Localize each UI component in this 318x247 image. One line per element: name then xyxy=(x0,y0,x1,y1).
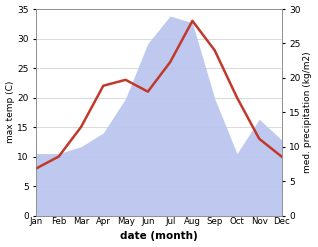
X-axis label: date (month): date (month) xyxy=(120,231,198,242)
Y-axis label: med. precipitation (kg/m2): med. precipitation (kg/m2) xyxy=(303,51,313,173)
Y-axis label: max temp (C): max temp (C) xyxy=(5,81,15,144)
